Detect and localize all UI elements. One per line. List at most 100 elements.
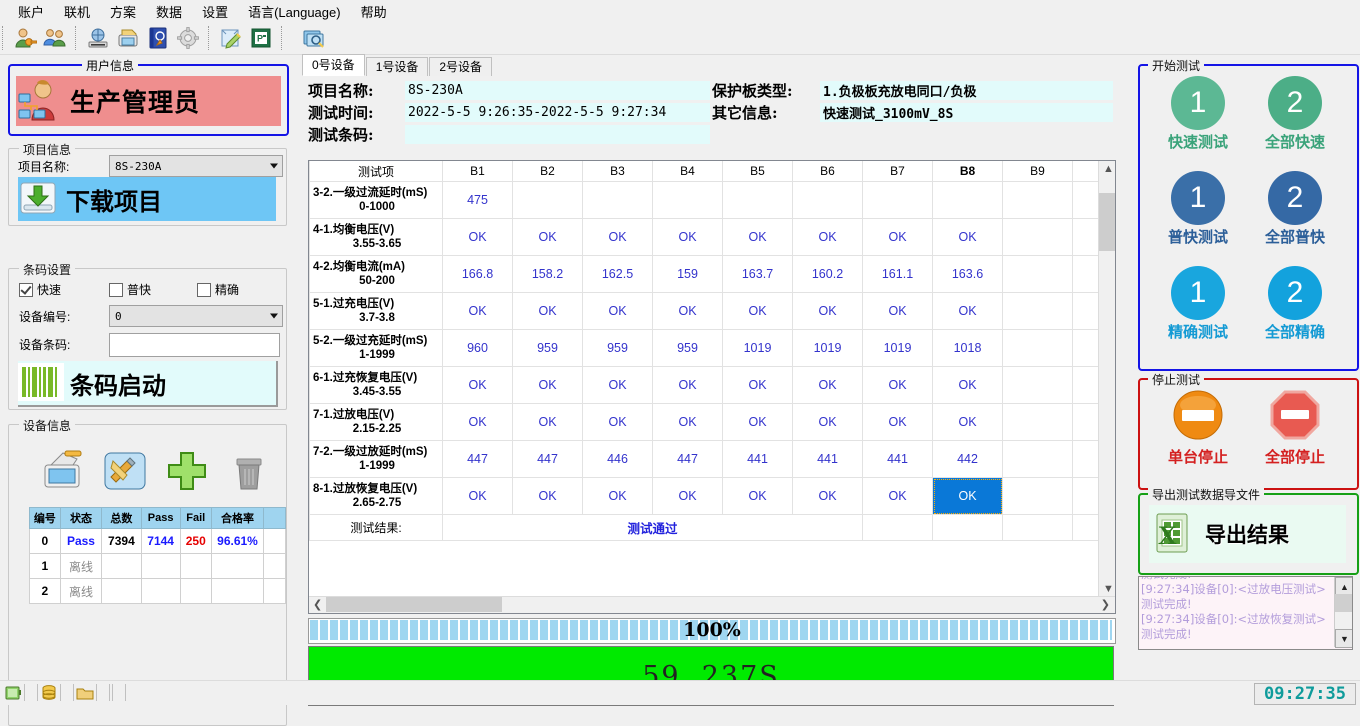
grid-cell[interactable]: 475 (442, 181, 513, 219)
grid-cell[interactable]: OK (582, 477, 653, 515)
grid-cell[interactable]: 441 (862, 440, 933, 478)
grid-cell[interactable] (652, 181, 723, 219)
project-icon[interactable]: P (247, 24, 275, 52)
grid-cell[interactable] (1002, 440, 1073, 478)
menu-item-settings[interactable]: 设置 (202, 4, 229, 20)
grid-cell[interactable]: OK (722, 218, 793, 256)
grid-cell[interactable]: OK (722, 366, 793, 404)
grid-col-b5[interactable]: B5 (722, 161, 793, 182)
grid-cell[interactable]: 446 (582, 440, 653, 478)
grid-cell[interactable]: OK (862, 218, 933, 256)
grid-cell[interactable] (582, 181, 653, 219)
grid-cell[interactable]: 441 (722, 440, 793, 478)
log-scrollbar[interactable]: ▲ ▼ (1334, 577, 1352, 648)
grid-cell[interactable]: OK (652, 218, 723, 256)
grid-cell[interactable]: OK (932, 366, 1003, 404)
horizontal-scroll-thumb[interactable] (326, 597, 502, 612)
grid-cell[interactable]: 447 (512, 440, 583, 478)
device-config-icon[interactable] (101, 447, 149, 495)
scroll-right-icon[interactable]: ❯ (1100, 599, 1110, 611)
grid-cell[interactable]: OK (932, 218, 1003, 256)
grid-cell[interactable]: OK (442, 218, 513, 256)
grid-cell[interactable]: OK (722, 403, 793, 441)
precise-test-button[interactable]: 1 精确测试 (1148, 266, 1248, 342)
tab-device-1[interactable]: 1号设备 (365, 57, 429, 76)
grid-cell[interactable]: OK (442, 477, 513, 515)
grid-cell[interactable]: OK (652, 292, 723, 330)
grid-cell[interactable]: 160.2 (792, 255, 863, 293)
grid-cell[interactable]: OK (512, 477, 583, 515)
menu-item-language[interactable]: 语言(Language) (248, 4, 341, 20)
device-code-input[interactable] (109, 333, 280, 357)
download-project-button[interactable]: 下载项目 (18, 177, 276, 221)
tab-device-0[interactable]: 0号设备 (302, 54, 365, 76)
grid-cell[interactable]: OK (442, 366, 513, 404)
grid-col-b7[interactable]: B7 (862, 161, 933, 182)
log-scroll-down-icon[interactable]: ▼ (1335, 629, 1352, 648)
menu-item-scheme[interactable]: 方案 (110, 4, 137, 20)
grid-cell[interactable] (1002, 477, 1073, 515)
grid-cell[interactable]: 163.6 (932, 255, 1003, 293)
grid-cell[interactable]: OK (582, 366, 653, 404)
grid-cell[interactable]: OK (512, 403, 583, 441)
grid-cell[interactable]: 959 (512, 329, 583, 367)
grid-cell[interactable]: 441 (792, 440, 863, 478)
grid-cell[interactable]: OK (932, 403, 1003, 441)
grid-cell[interactable]: OK (792, 292, 863, 330)
stop-single-button[interactable]: 单台停止 (1148, 388, 1248, 467)
grid-cell[interactable]: OK (722, 477, 793, 515)
grid-cell[interactable]: OK (792, 366, 863, 404)
grid-cell[interactable]: 158.2 (512, 255, 583, 293)
grid-cell[interactable]: 1019 (792, 329, 863, 367)
grid-cell[interactable]: 442 (932, 440, 1003, 478)
grid-col-b4[interactable]: B4 (652, 161, 723, 182)
grid-cell[interactable]: OK (862, 366, 933, 404)
grid-col-b2[interactable]: B2 (512, 161, 583, 182)
menu-item-help[interactable]: 帮助 (360, 4, 387, 20)
grid-cell[interactable]: OK (512, 292, 583, 330)
grid-cell[interactable]: 166.8 (442, 255, 513, 293)
log-scroll-thumb[interactable] (1335, 594, 1352, 612)
grid-cell[interactable]: OK (512, 218, 583, 256)
grid-cell[interactable]: OK (862, 292, 933, 330)
all-normal-test-button[interactable]: 2 全部普快 (1245, 171, 1345, 247)
grid-cell[interactable]: 162.5 (582, 255, 653, 293)
grid-col-b9[interactable]: B9 (1002, 161, 1073, 182)
grid-col-b8[interactable]: B8 (932, 161, 1003, 182)
users-group-icon[interactable] (41, 24, 69, 52)
grid-cell[interactable] (1002, 292, 1073, 330)
grid-cell[interactable]: OK (932, 477, 1003, 515)
menu-item-account[interactable]: 账户 (18, 4, 45, 20)
barcode-start-button[interactable]: 条码启动 (18, 361, 278, 407)
grid-cell[interactable]: 159 (652, 255, 723, 293)
grid-cell[interactable] (1002, 218, 1073, 256)
stop-all-button[interactable]: 全部停止 (1245, 388, 1345, 467)
device-no-select[interactable]: 0 (109, 305, 283, 327)
grid-cell[interactable]: OK (652, 477, 723, 515)
table-row[interactable]: 1 离线 (29, 553, 286, 579)
grid-cell[interactable]: 959 (582, 329, 653, 367)
grid-cell[interactable]: 959 (652, 329, 723, 367)
search-folder-icon[interactable] (300, 24, 328, 52)
all-precise-test-button[interactable]: 2 全部精确 (1245, 266, 1345, 342)
quick-test-button[interactable]: 1 快速测试 (1148, 76, 1248, 152)
grid-cell[interactable] (792, 181, 863, 219)
grid-cell[interactable]: 1018 (932, 329, 1003, 367)
grid-cell[interactable] (862, 181, 933, 219)
checkbox-fast[interactable]: 快速 (19, 281, 61, 298)
gear-icon[interactable] (174, 24, 202, 52)
grid-horizontal-scrollbar[interactable]: ❮ ❯ (309, 596, 1115, 613)
plus-icon[interactable] (163, 447, 211, 495)
tab-device-2[interactable]: 2号设备 (429, 57, 493, 76)
export-result-button[interactable]: X 导出结果 (1149, 505, 1346, 563)
grid-cell[interactable]: OK (442, 292, 513, 330)
grid-cell[interactable]: OK (582, 292, 653, 330)
grid-cell[interactable]: OK (652, 366, 723, 404)
grid-cell[interactable]: OK (792, 477, 863, 515)
grid-cell[interactable]: OK (582, 218, 653, 256)
menu-item-online[interactable]: 联机 (64, 4, 91, 20)
grid-cell[interactable]: OK (792, 218, 863, 256)
grid-cell[interactable]: 1019 (862, 329, 933, 367)
grid-vertical-scrollbar[interactable]: ▲ ▼ (1098, 161, 1115, 597)
grid-cell[interactable] (932, 181, 1003, 219)
